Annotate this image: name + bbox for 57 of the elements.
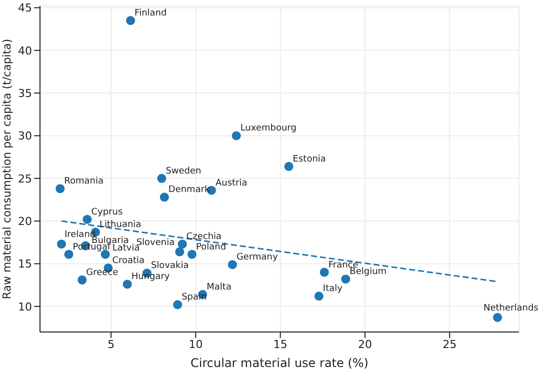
- annotation: Netherlands: [484, 303, 539, 314]
- annotation: Italy: [322, 284, 344, 294]
- x-tick-label: 15: [273, 338, 288, 351]
- x-tick-label: 25: [442, 338, 457, 351]
- x-axis-title: Circular material use rate (%): [190, 356, 368, 369]
- annotation: Malta: [206, 282, 232, 292]
- annotation: Romania: [64, 176, 104, 187]
- point: [175, 247, 184, 256]
- annotation: Belgium: [350, 267, 387, 278]
- annotation: Luxembourg: [240, 124, 296, 134]
- annotation: Austria: [215, 178, 248, 188]
- point: [56, 184, 65, 194]
- point: [126, 16, 136, 26]
- annotation: Croatia: [112, 256, 145, 266]
- annotation: Bulgaria: [92, 236, 129, 246]
- y-tick-label: 20: [18, 214, 32, 228]
- point: [314, 292, 324, 301]
- point: [320, 268, 329, 277]
- y-tick-label: 10: [18, 300, 32, 314]
- x-tick-label: 20: [358, 338, 372, 351]
- y-tick-label: 45: [18, 2, 32, 15]
- point: [284, 162, 294, 171]
- y-tick-label: 40: [18, 44, 32, 58]
- annotation: Estonia: [292, 154, 326, 164]
- annotation: Finland: [134, 8, 167, 19]
- point: [78, 275, 87, 284]
- point: [178, 240, 187, 249]
- x-tick-label: 5: [108, 338, 115, 351]
- annotation: Poland: [196, 242, 226, 252]
- point: [160, 192, 169, 202]
- point: [232, 131, 241, 140]
- annotation: Hungary: [131, 272, 170, 282]
- point: [64, 250, 74, 259]
- annotation: Latvia: [112, 243, 140, 254]
- y-tick-label: 35: [18, 86, 32, 100]
- annotation: Germany: [236, 252, 278, 263]
- y-tick-label: 25: [18, 172, 32, 186]
- y-tick-label: 30: [18, 130, 32, 143]
- point: [56, 240, 66, 249]
- point: [157, 174, 166, 183]
- annotation: Spain: [182, 292, 207, 303]
- y-axis-title: Raw material consumption per capita (t/capita): [0, 38, 14, 300]
- annotation: Sweden: [166, 166, 202, 176]
- x-tick-label: 10: [188, 338, 203, 351]
- annotation: Slovakia: [150, 261, 189, 272]
- annotation: Greece: [86, 268, 119, 278]
- annotation: Czechia: [186, 232, 222, 242]
- point: [492, 312, 502, 322]
- point: [82, 214, 92, 224]
- annotation: Lithuania: [100, 220, 142, 230]
- point: [341, 274, 350, 284]
- point: [187, 250, 197, 259]
- y-tick-label: 15: [18, 258, 32, 271]
- point: [173, 300, 182, 310]
- annotation: Cyprus: [91, 207, 123, 218]
- point: [228, 260, 237, 270]
- point: [122, 280, 132, 289]
